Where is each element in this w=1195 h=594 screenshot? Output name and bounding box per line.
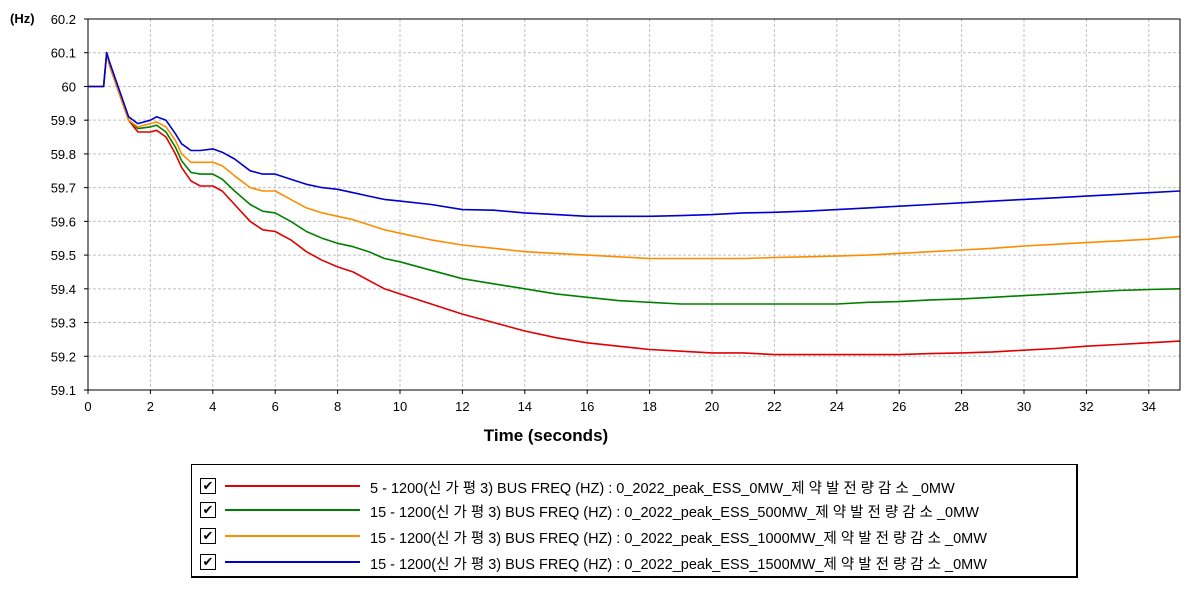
x-axis-label: Time (seconds) bbox=[484, 426, 608, 445]
x-tick-label: 12 bbox=[455, 399, 469, 414]
x-tick-label: 0 bbox=[84, 399, 91, 414]
legend-item[interactable]: ✔ 15 - 1200(신 가 평 3) BUS FREQ (HZ) : 0_2… bbox=[192, 524, 1077, 548]
legend-label: 15 - 1200(신 가 평 3) BUS FREQ (HZ) : 0_202… bbox=[370, 531, 987, 547]
legend-item[interactable]: ✔ 15 - 1200(신 가 평 3) BUS FREQ (HZ) : 0_2… bbox=[192, 550, 1077, 574]
y-tick-label: 60.1 bbox=[51, 46, 76, 61]
y-unit-label: (Hz) bbox=[10, 11, 35, 26]
legend-checkbox[interactable]: ✔ bbox=[200, 478, 216, 494]
x-tick-label: 34 bbox=[1142, 399, 1156, 414]
plot-area-frame bbox=[87, 18, 1181, 391]
y-tick-label: 59.3 bbox=[51, 316, 76, 331]
series-line-1 bbox=[88, 51, 1181, 305]
frequency-chart: 0 2 4 6 8 10 12 14 16 18 20 22 24 26 28 30 32 3459.159.25… bbox=[10, 11, 1181, 445]
x-tick-label: 6 bbox=[272, 399, 279, 414]
legend-item[interactable]: ✔ 5 - 1200(신 가 평 3) BUS FREQ (HZ) : 0_20… bbox=[192, 474, 1077, 498]
series-line-0 bbox=[88, 51, 1181, 356]
legend-label: 5 - 1200(신 가 평 3) BUS FREQ (HZ) : 0_2022… bbox=[370, 481, 955, 497]
legend-label: 15 - 1200(신 가 평 3) BUS FREQ (HZ) : 0_202… bbox=[370, 505, 979, 521]
legend-swatch bbox=[225, 485, 360, 487]
legend: ✔ 5 - 1200(신 가 평 3) BUS FREQ (HZ) : 0_20… bbox=[191, 464, 1078, 578]
y-tick-label: 59.7 bbox=[51, 181, 76, 196]
legend-item[interactable]: ✔ 15 - 1200(신 가 평 3) BUS FREQ (HZ) : 0_2… bbox=[192, 498, 1077, 522]
y-tick-label: 59.4 bbox=[51, 282, 76, 297]
y-tick-label: 59.9 bbox=[51, 113, 76, 128]
legend-checkbox[interactable]: ✔ bbox=[200, 502, 216, 518]
legend-swatch bbox=[225, 561, 360, 563]
x-tick-label: 24 bbox=[830, 399, 844, 414]
x-tick-label: 32 bbox=[1079, 399, 1093, 414]
y-tick-label: 59.2 bbox=[51, 349, 76, 364]
x-tick-label: 22 bbox=[767, 399, 781, 414]
tick-labels: 0 2 4 6 8 10 12 14 16 18 20 22 24 26 28 30 32 3459.159.25… bbox=[51, 12, 1156, 414]
x-tick-label: 16 bbox=[580, 399, 594, 414]
series-line-2 bbox=[88, 51, 1181, 260]
x-tick-label: 28 bbox=[954, 399, 968, 414]
series-line-3 bbox=[88, 51, 1181, 218]
x-tick-label: 10 bbox=[393, 399, 407, 414]
y-tick-label: 60.2 bbox=[51, 12, 76, 27]
y-tick-label: 59.1 bbox=[51, 383, 76, 398]
y-tick-label: 59.5 bbox=[51, 248, 76, 263]
y-tick-label: 59.6 bbox=[51, 214, 76, 229]
x-tick-label: 8 bbox=[334, 399, 341, 414]
x-tick-label: 26 bbox=[892, 399, 906, 414]
legend-label: 15 - 1200(신 가 평 3) BUS FREQ (HZ) : 0_202… bbox=[370, 557, 987, 573]
x-tick-label: 14 bbox=[518, 399, 532, 414]
x-tick-label: 30 bbox=[1017, 399, 1031, 414]
x-tick-label: 18 bbox=[642, 399, 656, 414]
series-layer bbox=[88, 51, 1181, 356]
x-tick-label: 2 bbox=[147, 399, 154, 414]
legend-checkbox[interactable]: ✔ bbox=[200, 528, 216, 544]
legend-swatch bbox=[225, 535, 360, 537]
legend-checkbox[interactable]: ✔ bbox=[200, 554, 216, 570]
x-tick-label: 20 bbox=[705, 399, 719, 414]
y-tick-label: 59.8 bbox=[51, 147, 76, 162]
x-tick-label: 4 bbox=[209, 399, 216, 414]
legend-swatch bbox=[225, 509, 360, 511]
y-tick-label: 60 bbox=[62, 79, 76, 94]
